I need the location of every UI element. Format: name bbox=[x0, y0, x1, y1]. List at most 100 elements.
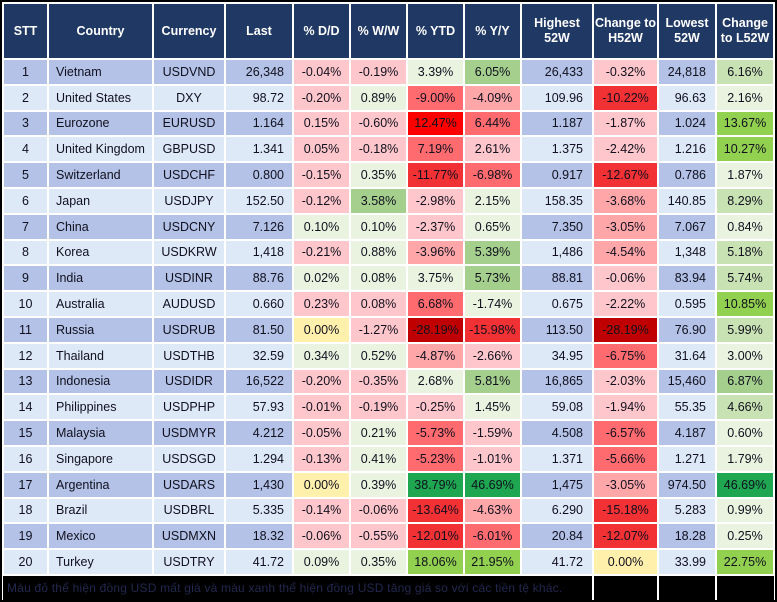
pct-ytd: -12.01% bbox=[406, 522, 465, 551]
change-to-l52w: 3.00% bbox=[715, 341, 775, 370]
pct-yy: 2.61% bbox=[463, 135, 522, 164]
lowest-52w: 7.067 bbox=[657, 212, 717, 241]
country-name: Singapore bbox=[47, 444, 154, 473]
column-header-lowest-52w: Lowest 52W bbox=[657, 2, 717, 60]
row-index: 17 bbox=[2, 470, 49, 499]
change-to-l52w: 5.99% bbox=[715, 315, 775, 344]
pct-ytd: -4.87% bbox=[406, 341, 465, 370]
row-index: 9 bbox=[2, 264, 49, 293]
pct-yy: -6.98% bbox=[463, 161, 522, 189]
change-to-l52w: 8.29% bbox=[715, 186, 775, 215]
country-name: India bbox=[47, 264, 154, 293]
currency-pair: USDMXN bbox=[152, 522, 226, 551]
row-index: 16 bbox=[2, 444, 49, 473]
last-price: 1.341 bbox=[224, 135, 294, 164]
last-price: 16,522 bbox=[224, 367, 294, 396]
table-header: STT Country Currency Last% D/D% W/W% YTD% Y… bbox=[2, 2, 775, 60]
footer-empty-cell bbox=[715, 575, 774, 600]
pct-ww: 0.52% bbox=[349, 341, 408, 370]
row-index: 3 bbox=[2, 109, 49, 138]
highest-52w: 158.35 bbox=[520, 186, 594, 215]
column-header-currency-pair: Currency bbox=[152, 2, 226, 60]
currency-pair: USDPHP bbox=[152, 393, 226, 422]
pct-dd: 0.23% bbox=[292, 290, 351, 318]
pct-yy: -15.98% bbox=[463, 315, 522, 344]
pct-dd: -0.21% bbox=[292, 238, 351, 267]
pct-yy: -4.63% bbox=[463, 496, 522, 525]
row-index: 18 bbox=[2, 496, 49, 525]
row-index: 7 bbox=[2, 212, 49, 241]
country-name: Eurozone bbox=[47, 109, 154, 138]
lowest-52w: 1.216 bbox=[657, 135, 717, 164]
table-row: 13 Indonesia USDIDR 16,522 -0.20% -0.35% 2.68%… bbox=[2, 367, 775, 396]
change-to-h52w: 0.00% bbox=[592, 548, 659, 576]
row-index: 4 bbox=[2, 135, 49, 164]
pct-yy: 46.69% bbox=[463, 470, 522, 499]
change-to-l52w: 6.87% bbox=[715, 367, 775, 396]
row-index: 13 bbox=[2, 367, 49, 396]
currency-pair: USDCHF bbox=[152, 161, 226, 189]
change-to-h52w: -5.66% bbox=[592, 444, 659, 473]
change-to-h52w: -10.22% bbox=[592, 83, 659, 112]
pct-yy: -6.01% bbox=[463, 522, 522, 551]
currency-pair: USDINR bbox=[152, 264, 226, 293]
change-to-h52w: -2.03% bbox=[592, 367, 659, 396]
country-name: Indonesia bbox=[47, 367, 154, 396]
table-body: 1 Vietnam USDVND 26,348 -0.04% -0.19% 3.39% 6.0… bbox=[2, 58, 775, 576]
change-to-l52w: 1.79% bbox=[715, 444, 775, 473]
change-to-h52w: -1.94% bbox=[592, 393, 659, 422]
column-header-change-to-l52w: Change to L52W bbox=[715, 2, 775, 60]
change-to-l52w: 10.27% bbox=[715, 135, 775, 164]
lowest-52w: 96.63 bbox=[657, 83, 717, 112]
highest-52w: 41.72 bbox=[520, 548, 594, 576]
pct-ww: 0.21% bbox=[349, 419, 408, 447]
pct-yy: 1.45% bbox=[463, 393, 522, 422]
last-price: 152.50 bbox=[224, 186, 294, 215]
table-row: 19 Mexico USDMXN 18.32 -0.06% -0.55% -12.01% -6… bbox=[2, 522, 775, 551]
highest-52w: 1.371 bbox=[520, 444, 594, 473]
highest-52w: 6.290 bbox=[520, 496, 594, 525]
lowest-52w: 0.786 bbox=[657, 161, 717, 189]
currency-pair: DXY bbox=[152, 83, 226, 112]
pct-ww: -0.19% bbox=[349, 393, 408, 422]
country-name: Switzerland bbox=[47, 161, 154, 189]
last-price: 41.72 bbox=[224, 548, 294, 576]
row-index: 5 bbox=[2, 161, 49, 189]
pct-ww: 0.88% bbox=[349, 238, 408, 267]
pct-ww: -0.19% bbox=[349, 58, 408, 86]
country-name: Japan bbox=[47, 186, 154, 215]
change-to-l52w: 0.60% bbox=[715, 419, 775, 447]
row-index: 14 bbox=[2, 393, 49, 422]
column-header-last-price: Last bbox=[224, 2, 294, 60]
column-header-pct-ytd: % YTD bbox=[406, 2, 465, 60]
pct-ytd: -5.23% bbox=[406, 444, 465, 473]
column-header-pct-dd: % D/D bbox=[292, 2, 351, 60]
table-row: 10 Australia AUDUSD 0.660 0.23% 0.08% 6.68% -1.… bbox=[2, 290, 775, 318]
last-price: 26,348 bbox=[224, 58, 294, 86]
pct-ww: 0.39% bbox=[349, 470, 408, 499]
last-price: 57.93 bbox=[224, 393, 294, 422]
currency-pair: GBPUSD bbox=[152, 135, 226, 164]
country-name: Korea bbox=[47, 238, 154, 267]
row-index: 15 bbox=[2, 419, 49, 447]
pct-ww: 0.89% bbox=[349, 83, 408, 112]
pct-yy: -1.01% bbox=[463, 444, 522, 473]
change-to-l52w: 46.69% bbox=[715, 470, 775, 499]
change-to-h52w: -3.68% bbox=[592, 186, 659, 215]
table-row: 9 India USDINR 88.76 0.02% 0.08% 3.75% 5.73% 88.… bbox=[2, 264, 775, 293]
table-row: 16 Singapore USDSGD 1.294 -0.13% 0.41% -5.23% -… bbox=[2, 444, 775, 473]
pct-yy: 6.44% bbox=[463, 109, 522, 138]
pct-ytd: -2.98% bbox=[406, 186, 465, 215]
currency-pair: USDTHB bbox=[152, 341, 226, 370]
pct-dd: 0.34% bbox=[292, 341, 351, 370]
country-name: Malaysia bbox=[47, 419, 154, 447]
table-row: 4 United Kingdom GBPUSD 1.341 0.05% -0.18% 7.1… bbox=[2, 135, 775, 164]
last-price: 81.50 bbox=[224, 315, 294, 344]
row-index: 8 bbox=[2, 238, 49, 267]
change-to-l52w: 5.18% bbox=[715, 238, 775, 267]
pct-ww: 0.35% bbox=[349, 548, 408, 576]
highest-52w: 34.95 bbox=[520, 341, 594, 370]
footer-empty-cell bbox=[592, 575, 658, 600]
lowest-52w: 76.90 bbox=[657, 315, 717, 344]
change-to-h52w: -4.54% bbox=[592, 238, 659, 267]
